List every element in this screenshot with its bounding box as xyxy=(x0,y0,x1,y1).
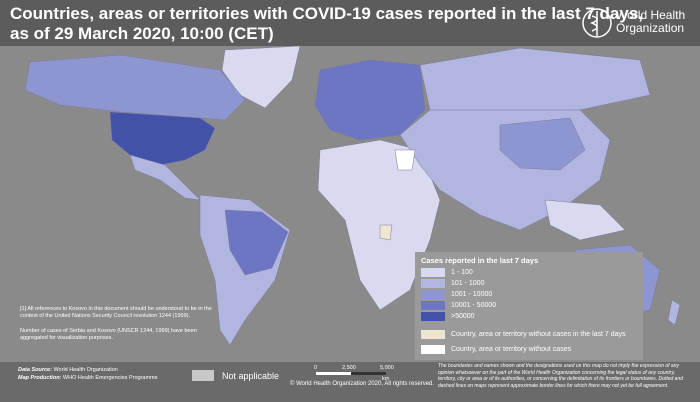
label: Map Production: xyxy=(18,375,62,381)
scale-label: 2,500 xyxy=(342,365,356,371)
legend-swatch xyxy=(421,330,445,339)
logo-line: World Health xyxy=(616,8,686,22)
title: Countries, areas or territories with COV… xyxy=(10,4,643,23)
disclaimer: The boundaries and names shown and the d… xyxy=(438,363,684,389)
label: Data Source: xyxy=(18,367,52,373)
africa xyxy=(317,139,441,311)
data-source: Data Source: World Health Organization xyxy=(18,367,118,373)
value: WHO Health Emergencies Programme xyxy=(62,375,158,381)
legend-swatch xyxy=(421,290,445,299)
usa xyxy=(109,111,216,166)
not-applicable-swatch xyxy=(192,370,214,381)
russia xyxy=(419,47,651,113)
note: [1] All references to Kosovo in this doc… xyxy=(20,306,212,319)
legend-swatch xyxy=(421,312,445,321)
title: as of 29 March 2020, 10:00 (CET) xyxy=(10,24,274,43)
copyright: © World Health Organization 2020, All ri… xyxy=(290,381,435,387)
notes: [1] All references to Kosovo in this doc… xyxy=(20,306,220,342)
new-zealand xyxy=(667,299,681,326)
legend-swatch xyxy=(421,268,445,277)
not-applicable: Not applicable xyxy=(222,371,280,381)
map-production: Map Production: WHO Health Emergencies P… xyxy=(18,375,158,381)
scale-label: 0 xyxy=(314,365,318,371)
logo-line: Organization xyxy=(616,21,685,35)
who-logo-text: World Health Organization xyxy=(616,9,685,35)
legend-swatch xyxy=(421,279,445,288)
legend-swatch xyxy=(421,345,445,354)
legend-label: 10001 - 50000 xyxy=(451,302,497,309)
scale-unit: km xyxy=(382,376,390,382)
legend-title: Cases reported in the last 7 days xyxy=(421,256,539,265)
mexico-central xyxy=(129,154,201,201)
brazil xyxy=(224,209,289,276)
greenland xyxy=(221,45,301,109)
legend-label: 1 - 100 xyxy=(451,269,473,276)
footer: Data Source: World Health Organization M… xyxy=(0,362,700,402)
scale-label: 5,000 xyxy=(380,365,394,371)
legend-label: Country, area or territory without cases… xyxy=(451,331,626,338)
no-cases-area xyxy=(379,224,393,241)
no-cases-area xyxy=(394,149,416,171)
china xyxy=(499,117,586,171)
canada xyxy=(24,54,246,121)
scale-bar xyxy=(316,372,386,375)
legend: Cases reported in the last 7 days 1 - 10… xyxy=(415,252,643,360)
legend-label: 1001 - 10000 xyxy=(451,291,493,298)
value: World Health Organization xyxy=(53,367,118,373)
who-emblem xyxy=(582,8,612,38)
se-asia xyxy=(544,199,626,241)
legend-label: Country, area or territory without cases xyxy=(451,346,572,353)
note: Number of cases of Serbia and Kosovo (UN… xyxy=(20,328,197,341)
legend-label: >50000 xyxy=(451,313,475,320)
legend-label: 101 - 1000 xyxy=(451,280,485,287)
legend-swatch xyxy=(421,301,445,310)
